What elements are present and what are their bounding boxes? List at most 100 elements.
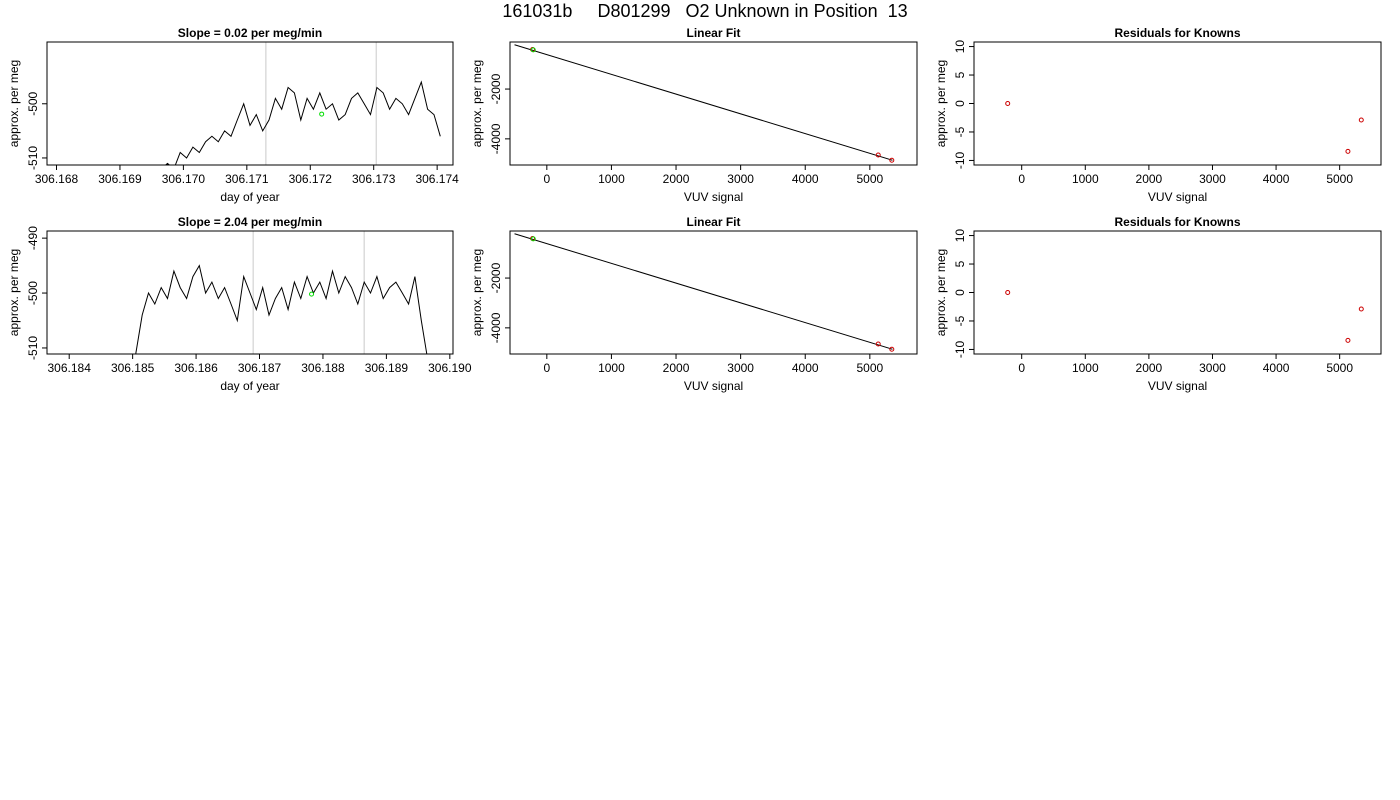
x-tick-label: 4000 — [1263, 172, 1290, 186]
plot-area — [1005, 290, 1364, 343]
known-point — [1345, 148, 1351, 154]
y-axis-label: approx. per meg — [934, 249, 948, 336]
x-axis-label: VUV signal — [684, 190, 743, 204]
chart-title: Residuals for Knowns — [1114, 26, 1240, 40]
trace-line — [135, 264, 428, 354]
y-tick-label: -5 — [953, 315, 967, 326]
y-tick-label: 0 — [953, 100, 967, 107]
x-tick-label: 0 — [543, 361, 550, 375]
plot-frame — [46, 230, 454, 355]
y-tick-label: -4000 — [489, 312, 503, 343]
chart-panel-2: Linear Fit 0 1000 2000 3000 4000 5000 -4000 -200… — [470, 26, 918, 204]
known-point — [1358, 306, 1364, 312]
x-tick-label: 306.168 — [35, 172, 79, 186]
x-tick-label: 306.169 — [98, 172, 142, 186]
chart-panel-1: Slope = 0.02 per meg/min 306.168 306.169 30… — [7, 26, 459, 204]
plot-frame — [509, 41, 918, 166]
x-tick-label: 1000 — [598, 172, 625, 186]
unknown-point — [530, 47, 536, 53]
chart-panel-5: Linear Fit 0 1000 2000 3000 4000 5000 -4000 -200… — [470, 215, 918, 393]
x-tick-label: 1000 — [598, 361, 625, 375]
known-point — [1345, 337, 1351, 343]
x-tick-label: 3000 — [1199, 172, 1226, 186]
y-tick-label: -5 — [953, 126, 967, 137]
page-title: 161031b D801299 O2 Unknown in Position 1… — [502, 1, 908, 21]
unknown-point — [530, 236, 536, 242]
known-point — [889, 346, 895, 352]
x-tick-label: 306.188 — [301, 361, 345, 375]
known-point — [1005, 290, 1011, 295]
x-axis-label: day of year — [220, 190, 279, 204]
chart-title: Linear Fit — [686, 26, 740, 40]
plot-frame — [973, 230, 1382, 355]
x-tick-label: 2000 — [663, 172, 690, 186]
x-tick-label: 0 — [543, 172, 550, 186]
y-tick-label: -500 — [26, 91, 40, 115]
chart-title: Slope = 2.04 per meg/min — [178, 215, 322, 229]
y-tick-label: 10 — [953, 40, 967, 54]
known-point — [875, 341, 881, 347]
x-tick-label: 306.170 — [162, 172, 206, 186]
unknown-point — [309, 291, 315, 297]
x-tick-label: 5000 — [856, 172, 883, 186]
y-tick-label: -500 — [26, 281, 40, 305]
x-axis-label: VUV signal — [1148, 190, 1207, 204]
x-tick-label: 306.184 — [48, 361, 92, 375]
y-tick-label: -490 — [26, 226, 40, 250]
y-axis-label: approx. per meg — [934, 60, 948, 147]
x-tick-label: 0 — [1018, 172, 1025, 186]
plot-frame — [509, 230, 918, 355]
y-tick-label: -4000 — [489, 123, 503, 154]
chart-title: Slope = 0.02 per meg/min — [178, 26, 322, 40]
known-point — [875, 152, 881, 158]
plot-area — [164, 80, 441, 165]
known-point — [1005, 101, 1011, 106]
x-tick-label: 2000 — [1136, 361, 1163, 375]
x-tick-label: 0 — [1018, 361, 1025, 375]
x-tick-label: 1000 — [1072, 172, 1099, 186]
y-tick-label: 10 — [953, 229, 967, 243]
x-tick-label: 2000 — [1136, 172, 1163, 186]
plot-area — [135, 264, 428, 354]
y-tick-label: -10 — [953, 151, 967, 169]
x-tick-label: 4000 — [792, 172, 819, 186]
x-tick-label: 306.171 — [225, 172, 269, 186]
chart-title: Residuals for Knowns — [1114, 215, 1240, 229]
x-tick-label: 4000 — [1263, 361, 1290, 375]
y-axis-label: approx. per meg — [470, 249, 484, 336]
x-tick-label: 5000 — [856, 361, 883, 375]
y-tick-label: -10 — [953, 340, 967, 358]
y-axis-label: approx. per meg — [7, 249, 21, 336]
x-tick-label: 306.172 — [289, 172, 333, 186]
x-tick-label: 4000 — [792, 361, 819, 375]
x-axis-label: day of year — [220, 379, 279, 393]
known-point — [889, 157, 895, 163]
plot-area — [514, 233, 895, 352]
plot-frame — [46, 41, 454, 166]
y-tick-label: -2000 — [489, 262, 503, 293]
y-tick-label: -510 — [26, 146, 40, 170]
x-tick-label: 5000 — [1326, 172, 1353, 186]
y-tick-label: 5 — [953, 260, 967, 267]
x-tick-label: 306.174 — [415, 172, 459, 186]
x-tick-label: 306.190 — [428, 361, 472, 375]
x-tick-label: 2000 — [663, 361, 690, 375]
x-tick-label: 306.187 — [238, 361, 282, 375]
y-tick-label: -2000 — [489, 73, 503, 104]
y-tick-label: 0 — [953, 289, 967, 296]
chart-title: Linear Fit — [686, 215, 740, 229]
unknown-point — [319, 111, 325, 117]
fit-line — [514, 233, 893, 350]
known-point — [1358, 117, 1364, 123]
x-tick-label: 3000 — [1199, 361, 1226, 375]
plot-area — [514, 44, 895, 163]
x-tick-label: 3000 — [727, 361, 754, 375]
y-tick-label: 5 — [953, 71, 967, 78]
x-tick-label: 306.173 — [352, 172, 396, 186]
x-axis-label: VUV signal — [684, 379, 743, 393]
chart-panel-6: Residuals for Knowns 0 1000 2000 3000 4000 500… — [934, 215, 1382, 393]
x-tick-label: 306.189 — [365, 361, 409, 375]
chart-panel-4: Slope = 2.04 per meg/min 306.184 306.185 30… — [7, 215, 472, 393]
y-tick-label: -510 — [26, 336, 40, 360]
